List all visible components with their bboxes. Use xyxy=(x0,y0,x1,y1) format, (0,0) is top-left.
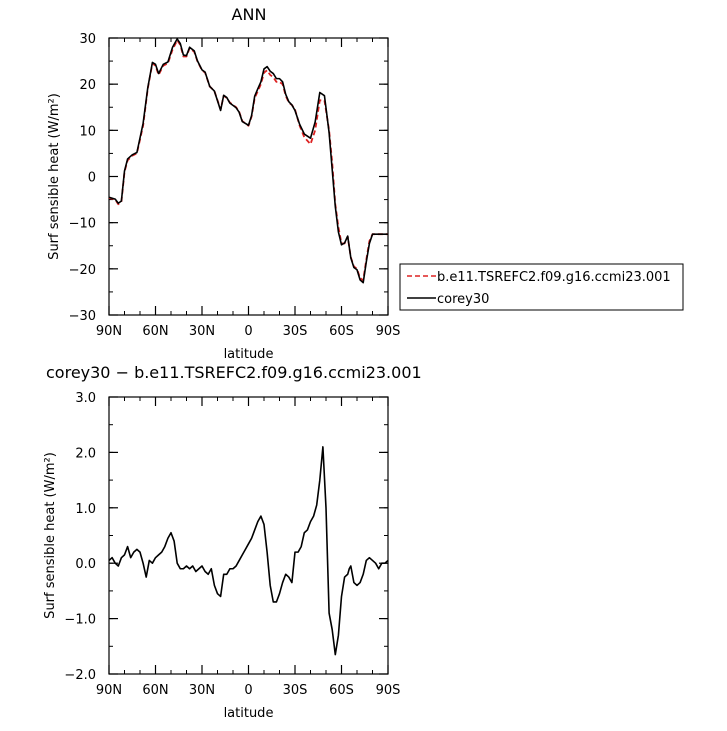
x-tick-label: 90N xyxy=(96,324,122,339)
y-axis-title: Surf sensible heat (W/m²) xyxy=(43,452,58,619)
y-axis-title: Surf sensible heat (W/m²) xyxy=(47,93,62,260)
y-tick-label: 30 xyxy=(79,32,96,47)
series-line-1 xyxy=(108,39,388,282)
series-line-2 xyxy=(108,38,388,284)
y-tick-label: −30 xyxy=(69,309,96,324)
legend-label-2: corey30 xyxy=(437,292,489,307)
x-tick-label: 30S xyxy=(283,683,308,698)
x-tick-label: 90S xyxy=(376,683,401,698)
y-tick-label: 10 xyxy=(79,124,96,139)
y-tick-label: 0.0 xyxy=(75,557,96,572)
chart-panel-2: corey30 − b.e11.TSREFC2.f09.g16.ccmi23.0… xyxy=(43,363,422,721)
x-tick-label: 60S xyxy=(329,683,354,698)
x-tick-label: 60S xyxy=(329,324,354,339)
y-tick-label: 1.0 xyxy=(75,502,96,517)
series-line-1 xyxy=(108,446,389,656)
x-tick-label: 0 xyxy=(244,683,252,698)
x-tick-label: 30N xyxy=(189,683,215,698)
y-tick-label: −1.0 xyxy=(64,613,96,628)
plot-frame xyxy=(108,37,389,316)
x-tick-label: 60N xyxy=(142,683,168,698)
legend-label-1: b.e11.TSREFC2.f09.g16.ccmi23.001 xyxy=(437,270,671,285)
chart-title: corey30 − b.e11.TSREFC2.f09.g16.ccmi23.0… xyxy=(46,363,422,382)
y-tick-label: −20 xyxy=(69,263,96,278)
x-tick-label: 30N xyxy=(189,324,215,339)
x-tick-label: 30S xyxy=(283,324,308,339)
x-tick-label: 90S xyxy=(376,324,401,339)
x-tick-label: 0 xyxy=(244,324,252,339)
chart-title: ANN xyxy=(232,5,267,24)
x-axis-title: latitude xyxy=(224,706,274,721)
chart-panel-1: ANN 90N 60N 30N 0 30S 60S 90S −30 −20 −10 0 10 20 30 la… xyxy=(47,5,684,362)
x-tick-label: 60N xyxy=(142,324,168,339)
x-tick-label: 90N xyxy=(96,683,122,698)
y-tick-label: −10 xyxy=(69,217,96,232)
legend-box xyxy=(399,263,684,311)
y-tick-label: 20 xyxy=(79,78,96,93)
plot-frame xyxy=(108,396,389,675)
legend: b.e11.TSREFC2.f09.g16.ccmi23.001 corey30 xyxy=(399,263,684,311)
y-tick-label: 2.0 xyxy=(75,446,96,461)
y-tick-label: 3.0 xyxy=(75,391,96,406)
x-axis-title: latitude xyxy=(224,347,274,362)
y-tick-label: 0 xyxy=(88,171,96,186)
y-tick-label: −2.0 xyxy=(64,668,96,683)
